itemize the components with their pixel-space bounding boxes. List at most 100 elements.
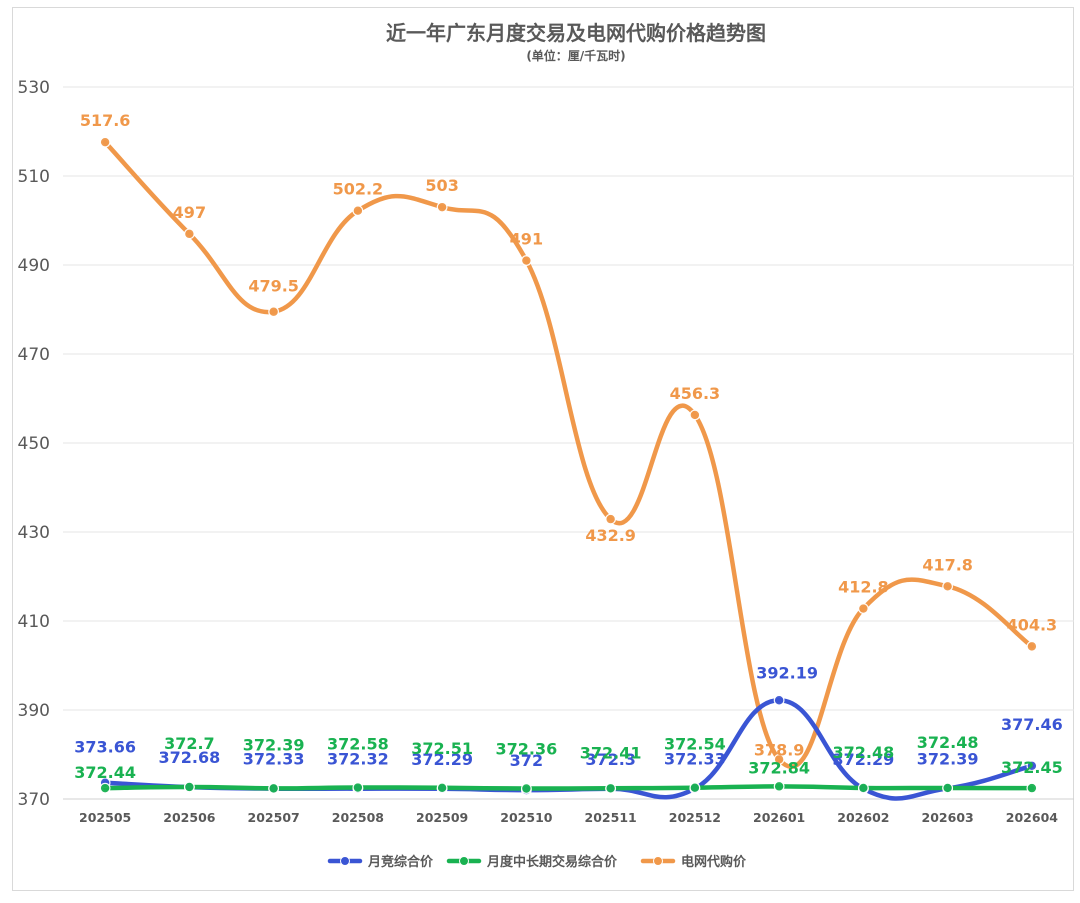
data-point (99, 136, 111, 148)
x-tick-label: 202506 (163, 810, 215, 825)
data-point (352, 205, 364, 217)
data-point (773, 694, 785, 706)
y-tick-label: 450 (18, 434, 50, 454)
series-lines (102, 139, 1035, 801)
data-label: 372.45 (1001, 758, 1063, 777)
y-tick-label: 470 (18, 345, 50, 365)
data-label: 456.3 (670, 384, 721, 403)
data-point (183, 781, 195, 793)
data-point (773, 780, 785, 792)
data-point (689, 409, 701, 421)
legend-marker (653, 856, 663, 866)
data-label: 372.36 (496, 739, 558, 758)
data-label: 491 (510, 230, 543, 249)
data-point (436, 782, 448, 794)
grid-layer (63, 86, 1074, 800)
data-label: 372.32 (327, 750, 389, 769)
data-label: 378.9 (754, 740, 805, 759)
y-tick-label: 510 (18, 167, 50, 187)
data-point (1026, 760, 1038, 772)
data-label: 372.54 (664, 735, 726, 754)
data-point (1026, 640, 1038, 652)
y-tick-label: 530 (18, 78, 50, 98)
data-label: 412.8 (838, 578, 889, 597)
data-label: 372.41 (580, 743, 642, 762)
data-label: 372.29 (411, 750, 473, 769)
series-markers (99, 136, 1038, 796)
data-label: 372.29 (833, 750, 895, 769)
data-label: 372.39 (243, 735, 305, 754)
data-label: 377.46 (1001, 715, 1063, 734)
data-point (268, 782, 280, 794)
data-label: 392.19 (756, 663, 818, 682)
legend: 月竞综合价 月度中长期交易综合价 电网代购价 (327, 854, 747, 870)
data-label: 497 (173, 203, 206, 222)
y-axis: 370 390 410 430 450 470 490 510 530 (18, 78, 50, 810)
data-label: 373.66 (74, 738, 136, 757)
data-point (1026, 782, 1038, 794)
data-label: 372.33 (243, 750, 305, 769)
data-label: 372.51 (411, 739, 473, 758)
data-point (605, 513, 617, 525)
data-point (857, 603, 869, 614)
data-point (99, 782, 111, 794)
data-point (942, 782, 954, 794)
x-tick-label: 202603 (922, 810, 974, 825)
data-label: 372.48 (833, 743, 895, 762)
x-tick-label: 202511 (585, 810, 637, 825)
data-label: 372.84 (748, 758, 810, 777)
y-tick-label: 430 (18, 523, 50, 543)
legend-label: 月竞综合价 (367, 854, 434, 870)
data-point (520, 783, 532, 794)
series-line (102, 784, 1035, 791)
x-tick-label: 202510 (500, 810, 552, 825)
x-axis: 202505 202506 202507 202508 202509 202510 2025… (79, 810, 1058, 825)
y-tick-label: 490 (18, 256, 50, 276)
data-label: 372.44 (74, 763, 136, 782)
x-tick-label: 202508 (332, 810, 384, 825)
data-point (689, 782, 701, 794)
x-tick-label: 202507 (248, 810, 300, 825)
data-point (605, 782, 617, 794)
x-tick-label: 202601 (753, 810, 805, 825)
data-label: 479.5 (248, 277, 299, 296)
data-point (857, 782, 869, 794)
y-tick-label: 390 (18, 701, 50, 721)
legend-marker (340, 856, 350, 866)
data-label: 503 (425, 176, 458, 195)
x-tick-label: 202512 (669, 810, 721, 825)
x-tick-label: 202602 (837, 810, 889, 825)
chart-frame (12, 7, 1074, 891)
data-label: 372.48 (917, 733, 979, 752)
data-point (352, 782, 364, 793)
data-label: 372.3 (585, 750, 636, 769)
data-label: 404.3 (1007, 615, 1058, 634)
y-tick-label: 370 (18, 790, 50, 810)
data-point (942, 580, 954, 592)
data-label: 372.39 (917, 749, 979, 768)
data-label: 372.58 (327, 735, 389, 754)
legend-marker (459, 856, 469, 866)
data-point (520, 255, 532, 266)
x-tick-label: 202604 (1006, 810, 1058, 825)
data-point (773, 753, 785, 765)
data-label: 372.68 (159, 748, 221, 767)
legend-label: 月度中长期交易综合价 (486, 854, 618, 870)
data-label: 372.7 (164, 734, 215, 753)
x-tick-label: 202509 (416, 810, 468, 825)
data-label: 372 (510, 751, 543, 770)
data-label: 372.33 (664, 750, 726, 769)
data-point (268, 306, 280, 318)
y-tick-label: 410 (18, 612, 50, 632)
chart-subtitle: (单位：厘/千瓦时) (526, 48, 625, 63)
data-point (183, 228, 195, 240)
data-label: 432.9 (585, 526, 636, 545)
data-point (436, 201, 448, 213)
series-line (102, 139, 1035, 769)
chart-title: 近一年广东月度交易及电网代购价格趋势图 (386, 21, 766, 45)
legend-label: 电网代购价 (681, 854, 747, 870)
data-label: 517.6 (80, 111, 131, 130)
data-label: 502.2 (333, 180, 384, 199)
